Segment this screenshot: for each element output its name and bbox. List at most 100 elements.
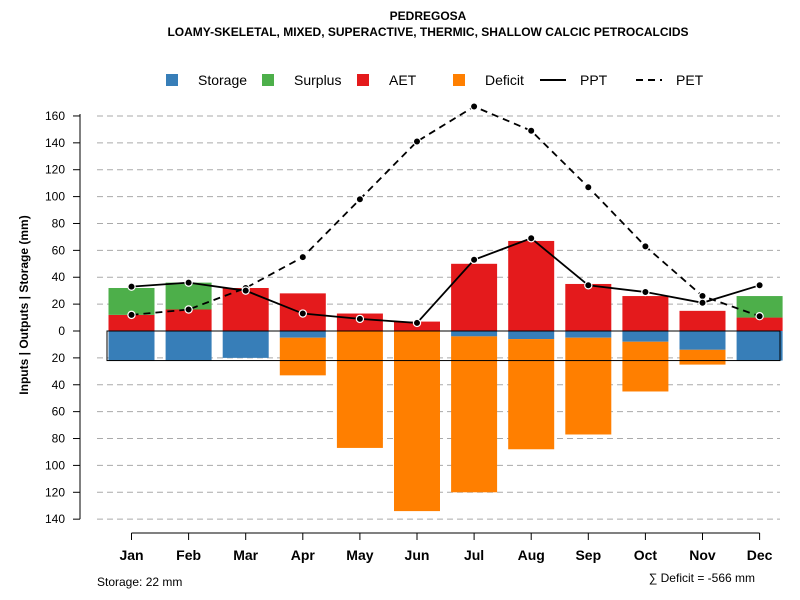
x-tick-label-jan: Jan — [119, 547, 143, 563]
ppt-legend-label: PPT — [580, 72, 608, 88]
bars — [106, 240, 783, 512]
x-tick-label-sep: Sep — [575, 547, 601, 563]
x-tick-label-apr: Apr — [291, 547, 316, 563]
deficit-bar-may — [336, 331, 383, 448]
y-tick-label: 60 — [52, 243, 66, 257]
pet-point-jun — [412, 137, 422, 146]
ppt-point-sep — [584, 281, 593, 290]
ppt-point-jul — [469, 255, 479, 264]
storage-bar-apr — [279, 331, 326, 338]
pet-point-jul — [469, 102, 479, 111]
ppt-point-nov — [698, 298, 707, 307]
ppt-line — [131, 237, 760, 324]
x-tick-label-oct: Oct — [634, 547, 658, 563]
storage-bar-feb — [165, 331, 212, 361]
y-tick-label: 80 — [52, 216, 66, 230]
pet-point-feb — [184, 305, 193, 314]
deficit-footer: ∑ Deficit = -566 mm — [649, 571, 755, 585]
deficit-bar-aug — [508, 339, 555, 450]
y-tick-label: 120 — [45, 485, 65, 499]
aet-bar-aug — [508, 240, 555, 331]
storage-bar-jan — [108, 331, 155, 361]
ppt-point-jan — [127, 282, 136, 291]
aet-bar-dec — [736, 317, 783, 331]
storage-bar-dec — [736, 331, 783, 361]
aet-bar-feb — [165, 309, 212, 331]
y-tick-label: 100 — [45, 190, 65, 204]
axes: 160 140 120 100 80 60 40 20 0 20 40 60 80 100 120 140 Ja… — [45, 109, 773, 563]
aet-legend-swatch — [357, 74, 369, 86]
ppt-point-aug — [527, 234, 536, 243]
storage-footer: Storage: 22 mm — [97, 575, 182, 589]
ppt-point-mar — [241, 286, 250, 295]
ppt-point-feb — [184, 278, 193, 287]
y-tick-label: 80 — [52, 432, 66, 446]
x-tick-label-aug: Aug — [518, 547, 545, 563]
surplus-legend-label: Surplus — [294, 72, 341, 88]
surplus-legend-swatch — [262, 74, 274, 86]
pet-point-sep — [584, 182, 593, 192]
deficit-bar-jun — [394, 331, 440, 512]
x-tick-label-feb: Feb — [176, 547, 201, 563]
surplus-bar-jan — [108, 287, 155, 315]
y-tick-label: 40 — [52, 378, 66, 392]
ppt-point-may — [355, 314, 365, 324]
aet-bar-oct — [622, 296, 669, 331]
storage-bar-sep — [565, 331, 612, 338]
pet-point-may — [355, 195, 365, 204]
pet-point-dec — [755, 312, 764, 321]
pet-point-apr — [298, 252, 307, 262]
x-tick-label-nov: Nov — [689, 547, 716, 563]
y-tick-label: 20 — [52, 351, 66, 365]
y-tick-label: 20 — [52, 297, 66, 311]
deficit-bar-sep — [565, 337, 612, 435]
pet-point-jan — [127, 310, 136, 320]
storage-bar-oct — [622, 331, 669, 342]
aet-bar-mar — [222, 287, 269, 331]
y-tick-label: 40 — [52, 270, 66, 284]
chart-title: PEDREGOSA — [390, 9, 467, 23]
storage-legend-label: Storage — [198, 72, 247, 88]
pet-line — [131, 105, 760, 318]
pet-point-aug — [527, 126, 536, 135]
aet-bar-jan — [108, 314, 155, 331]
series-lines — [127, 102, 764, 328]
ppt-point-jun — [412, 318, 422, 328]
aet-bar-sep — [565, 283, 612, 331]
deficit-bar-apr — [279, 337, 326, 376]
pet-point-oct — [641, 242, 650, 251]
x-tick-label-dec: Dec — [747, 547, 773, 563]
storage-bar-nov — [679, 331, 726, 350]
y-tick-label: 160 — [45, 109, 65, 123]
x-tick-label-may: May — [346, 547, 373, 563]
pet-legend-label: PET — [676, 72, 704, 88]
aet-legend-label: AET — [389, 72, 417, 88]
aet-bar-nov — [679, 310, 726, 331]
storage-bar-mar — [222, 331, 269, 358]
storage-legend-swatch — [166, 74, 178, 86]
chart-subtitle: LOAMY-SKELETAL, MIXED, SUPERACTIVE, THER… — [167, 25, 688, 39]
y-tick-label: 120 — [45, 163, 65, 177]
x-tick-label-jun: Jun — [405, 547, 430, 563]
storage-bar-aug — [508, 331, 555, 340]
ppt-point-oct — [641, 287, 650, 297]
x-tick-label-mar: Mar — [233, 547, 258, 563]
surplus-bar-feb — [165, 282, 212, 310]
y-tick-label: 0 — [58, 324, 65, 338]
aet-bar-jul — [451, 263, 498, 331]
pet-point-nov — [698, 291, 707, 301]
deficit-bar-jul — [451, 336, 498, 493]
deficit-bar-oct — [622, 341, 669, 392]
x-tick-label-jul: Jul — [464, 547, 484, 563]
y-tick-label: 140 — [45, 136, 65, 150]
ppt-point-apr — [298, 309, 307, 318]
y-axis-title: Inputs | Outputs | Storage (mm) — [17, 215, 31, 394]
y-tick-label: 60 — [52, 405, 66, 419]
deficit-legend-label: Deficit — [485, 72, 524, 88]
ppt-point-dec — [755, 281, 764, 290]
y-tick-label: 140 — [45, 512, 65, 526]
storage-bar-jul — [451, 331, 498, 337]
deficit-legend-swatch — [453, 74, 465, 86]
deficit-bar-nov — [679, 349, 726, 365]
